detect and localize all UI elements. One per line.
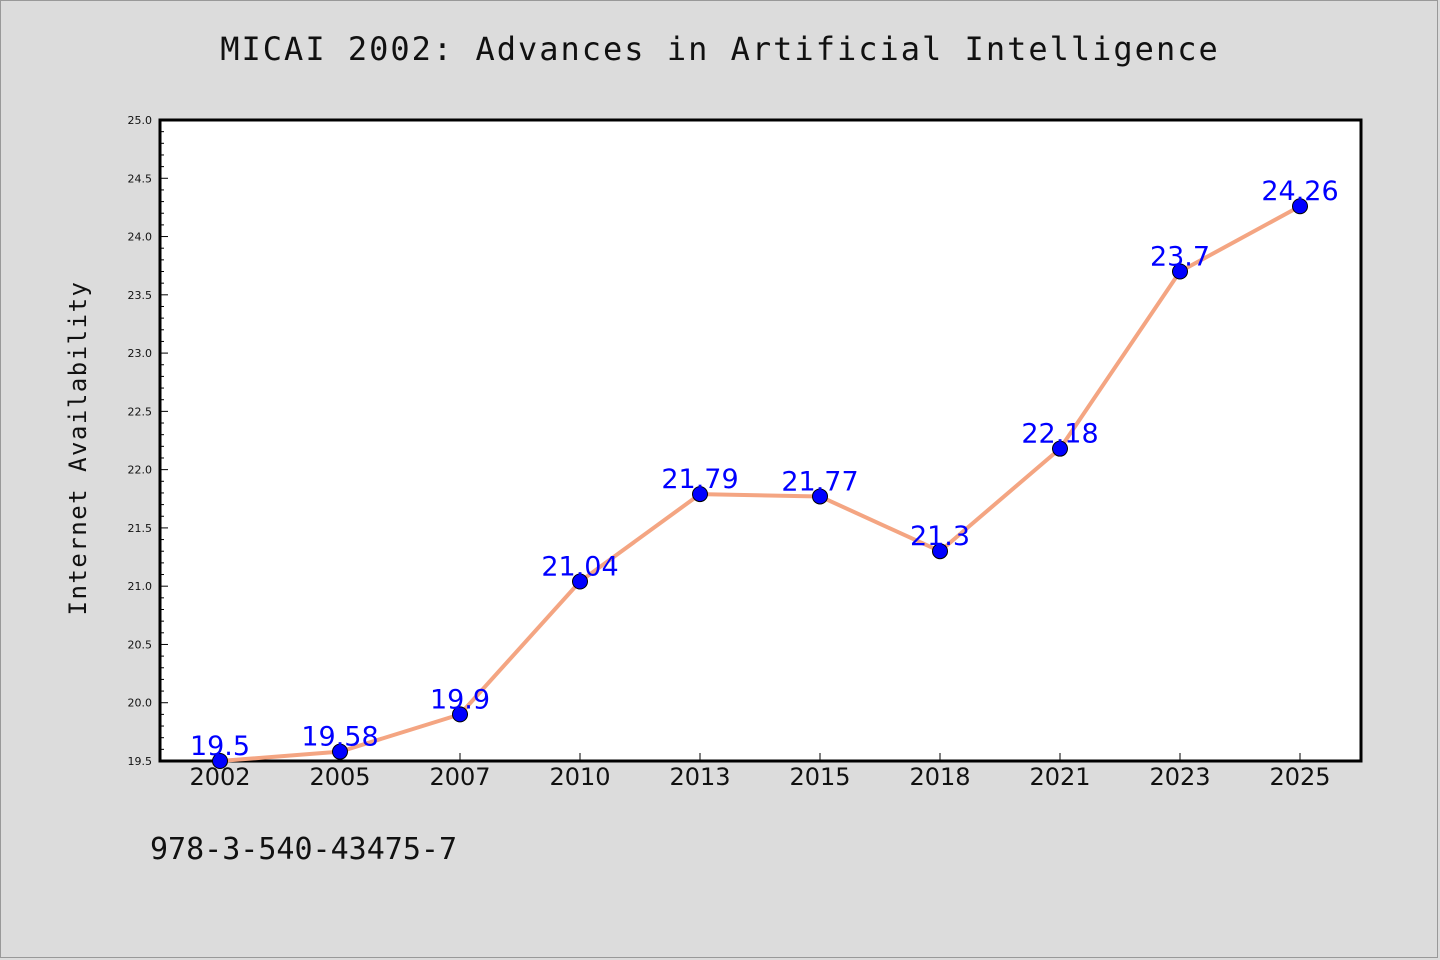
- data-point: [692, 486, 708, 503]
- data-label: 21.3: [910, 521, 970, 552]
- data-point: [932, 543, 948, 560]
- data-label: 21.79: [661, 464, 738, 495]
- y-tick-label: 21.0: [128, 580, 153, 593]
- y-tick-label: 22.0: [128, 464, 153, 477]
- data-label: 21.04: [541, 552, 618, 583]
- y-axis-label: Internet Availability: [64, 281, 92, 616]
- isbn-text: 978-3-540-43475-7: [150, 832, 458, 867]
- data-label: 21.77: [781, 466, 858, 497]
- plot-area: [158, 118, 1363, 763]
- data-point: [1172, 263, 1188, 280]
- data-label: 23.7: [1150, 242, 1210, 273]
- x-axis: 2002 2005 2007 2010 2013 2015 2018 2021 2023 2025: [189, 753, 1331, 791]
- y-tick-label: 25.0: [128, 114, 153, 127]
- data-point: [572, 573, 588, 590]
- y-tick-label: 23.5: [128, 289, 153, 302]
- x-tick-label: 2023: [1149, 763, 1210, 791]
- y-tick-label: 20.5: [128, 638, 153, 651]
- x-tick-label: 2010: [549, 763, 610, 791]
- data-label: 24.26: [1261, 176, 1338, 207]
- chart-title: MICAI 2002: Advances in Artificial Intel…: [220, 30, 1220, 68]
- x-tick-label: 2007: [429, 763, 490, 791]
- data-label: 19.9: [430, 684, 490, 715]
- y-tick-label: 22.5: [128, 405, 153, 418]
- data-point: [452, 706, 468, 723]
- data-label: 19.5: [190, 731, 250, 762]
- data-point: [1052, 440, 1068, 457]
- y-tick-label: 24.0: [128, 231, 153, 244]
- data-point: [1292, 198, 1308, 215]
- data-label: 22.18: [1021, 419, 1098, 450]
- data-point: [212, 753, 228, 769]
- x-tick-label: 2021: [1029, 763, 1090, 791]
- y-tick-label: 20.0: [128, 697, 153, 710]
- data-point: [332, 743, 348, 760]
- data-point: [812, 488, 828, 505]
- y-tick-label: 24.5: [128, 172, 153, 185]
- x-tick-label: 2015: [789, 763, 850, 791]
- series-line: [219, 204, 1301, 763]
- x-tick-label: 2005: [309, 763, 370, 791]
- y-tick-label: 23.0: [128, 347, 153, 360]
- x-tick-label: 2013: [669, 763, 730, 791]
- x-tick-label: 2025: [1269, 763, 1330, 791]
- y-axis: 19.5 20.0 20.5 21.0 21.5 22.0 22.5 23.0 23.5 24.0…: [128, 114, 168, 768]
- data-label: 19.58: [301, 722, 378, 753]
- series-group: 19.5 19.58 19.9 21.04 21.79 21.77 21.3 22.18 23.…: [190, 176, 1339, 769]
- x-tick-label: 2018: [909, 763, 970, 791]
- y-tick-label: 21.5: [128, 522, 153, 535]
- y-tick-label: 19.5: [128, 755, 153, 768]
